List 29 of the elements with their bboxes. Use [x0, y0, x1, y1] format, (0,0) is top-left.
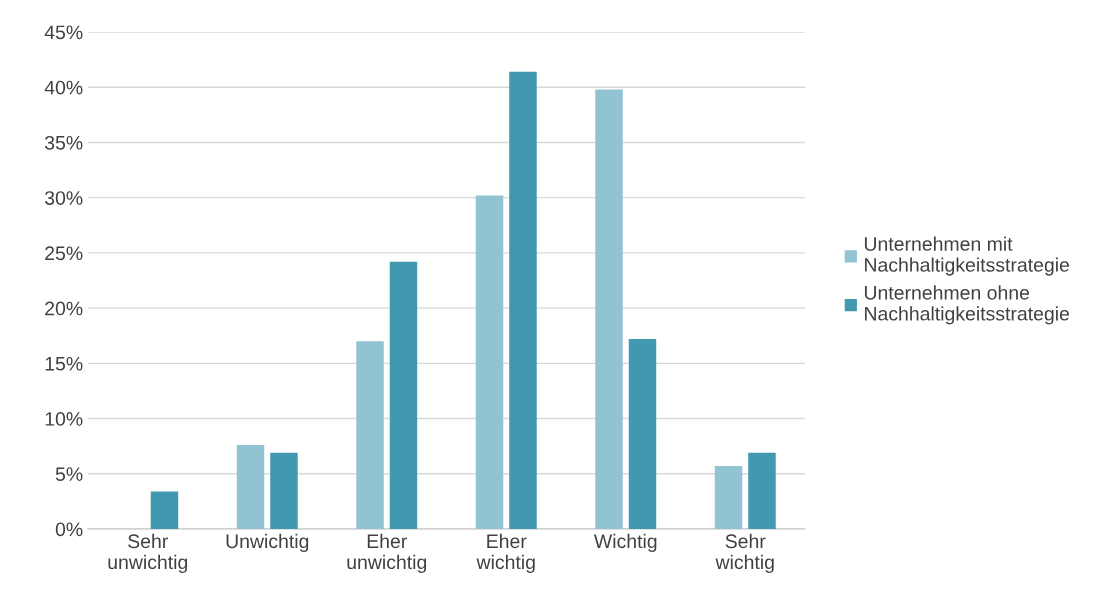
y-tick-label: 25%: [45, 246, 83, 261]
bar: [389, 261, 418, 529]
x-tick-label: Sehr wichtig: [715, 533, 774, 573]
legend-label: Unternehmen ohne Nachhaltigkeitsstrategie: [864, 285, 1070, 325]
bar: [595, 89, 623, 529]
bar: [509, 71, 537, 529]
y-tick-label: 30%: [44, 191, 83, 205]
y-tick-label: 40%: [44, 80, 83, 95]
x-tick-label: Unwichtig: [226, 533, 309, 552]
y-tick-label: 10%: [45, 412, 83, 426]
bar: [236, 445, 265, 529]
x-tick-label: Sehr unwichtig: [108, 533, 188, 573]
bar: [714, 466, 743, 529]
bar: [150, 491, 179, 529]
x-tick-label: Eher wichtig: [476, 533, 535, 573]
y-tick-label: 20%: [45, 301, 83, 316]
y-tick-label: 35%: [44, 135, 83, 150]
bar: [270, 452, 298, 529]
bar: [748, 452, 776, 529]
bar: [356, 341, 384, 529]
y-tick-label: 5%: [55, 467, 83, 482]
y-tick-label: 15%: [45, 356, 83, 371]
bar: [628, 339, 657, 529]
y-tick-label: 0%: [55, 522, 83, 537]
legend-label: Unternehmen mit Nachhaltigkeitsstrategie: [864, 236, 1070, 276]
x-tick-label: Wichtig: [593, 533, 657, 552]
bar: [475, 195, 504, 529]
x-tick-label: Eher unwichtig: [347, 533, 427, 573]
y-tick-label: 45%: [44, 25, 83, 40]
